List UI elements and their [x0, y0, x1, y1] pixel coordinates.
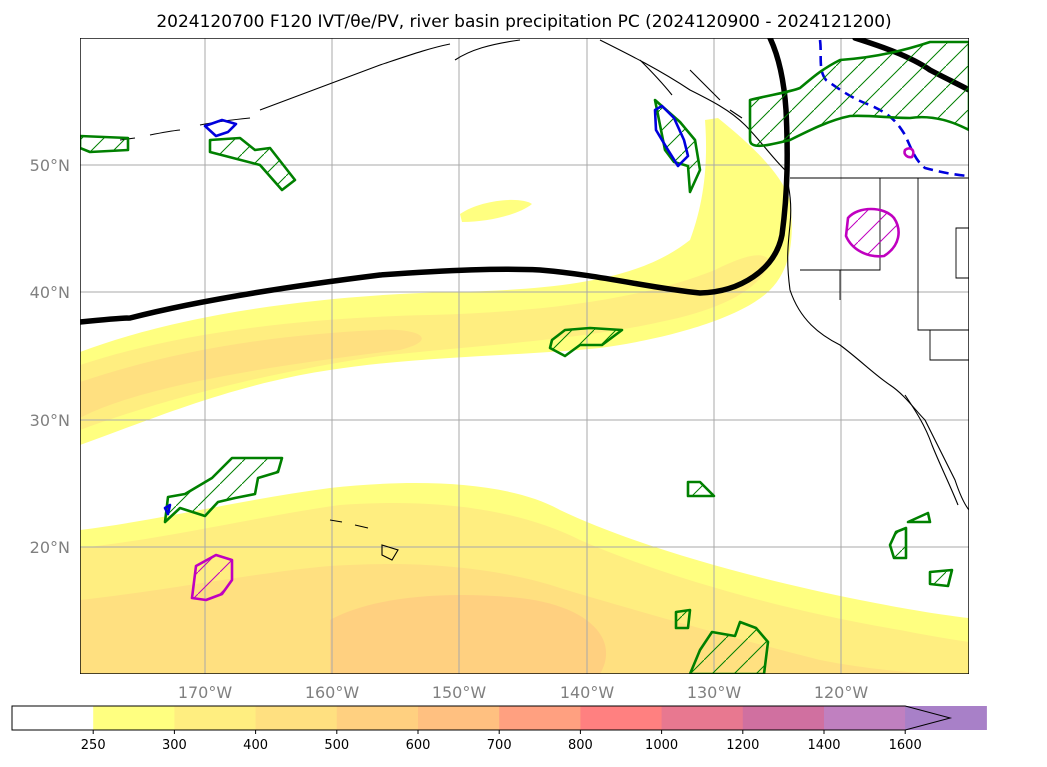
figure-title: 2024120700 F120 IVT/θe/PV, river basin p… [156, 12, 891, 32]
colorbar-segment [336, 706, 419, 730]
colorbar: 250 300 400 500 600 700 800 1000 1200 1400 1600 [11, 705, 987, 753]
colorbar-segment [255, 706, 338, 730]
colorbar-tick-label: 700 [487, 738, 512, 753]
political-borders [790, 177, 969, 361]
colorbar-segment [499, 706, 581, 730]
ivt-band-north [80, 118, 792, 445]
lon-label-120w: 120°W [814, 683, 869, 702]
colorbar-segment [742, 706, 825, 730]
lon-label-160w: 160°W [305, 683, 360, 702]
lon-label-150w: 150°W [432, 683, 487, 702]
colorbar-tick-label: 1600 [889, 738, 922, 753]
colorbar-segment [824, 706, 906, 730]
colorbar-segment [418, 706, 500, 730]
colorbar-segment [93, 706, 175, 730]
map-panel [80, 38, 969, 674]
colorbar-tick-label: 500 [324, 738, 349, 753]
lat-label-40: 40°N [30, 283, 70, 302]
colorbar-tick-label: 300 [162, 738, 187, 753]
colorbar-tick-label: 250 [81, 738, 106, 753]
longitude-labels: 170°W 160°W 150°W 140°W 130°W 120°W [178, 683, 869, 702]
latitude-labels: 50°N 40°N 30°N 20°N [30, 156, 70, 557]
lon-label-140w: 140°W [560, 683, 615, 702]
lat-label-30: 30°N [30, 411, 70, 430]
colorbar-segment [12, 706, 94, 730]
lat-label-50: 50°N [30, 156, 70, 175]
colorbar-tick-label: 1400 [807, 738, 840, 753]
colorbar-tick-label: 1000 [645, 738, 678, 753]
pv-regions-magenta [190, 147, 915, 602]
colorbar-segment [661, 706, 744, 730]
colorbar-extend-arrow [905, 706, 951, 730]
coastlines [119, 39, 969, 561]
colorbar-segment [580, 706, 663, 730]
colorbar-tick-label: 400 [243, 738, 268, 753]
colorbar-tick-label: 1200 [726, 738, 759, 753]
lon-label-170w: 170°W [178, 683, 233, 702]
lon-label-130w: 130°W [687, 683, 742, 702]
colorbar-outline [11, 705, 953, 731]
lat-label-20: 20°N [30, 538, 70, 557]
colorbar-tick-label: 800 [568, 738, 593, 753]
pv-regions-blue [163, 104, 690, 516]
pv-regions-green [80, 40, 969, 674]
gridlines [80, 38, 969, 674]
colorbar-segment [174, 706, 257, 730]
colorbar-tick-label: 600 [406, 738, 431, 753]
